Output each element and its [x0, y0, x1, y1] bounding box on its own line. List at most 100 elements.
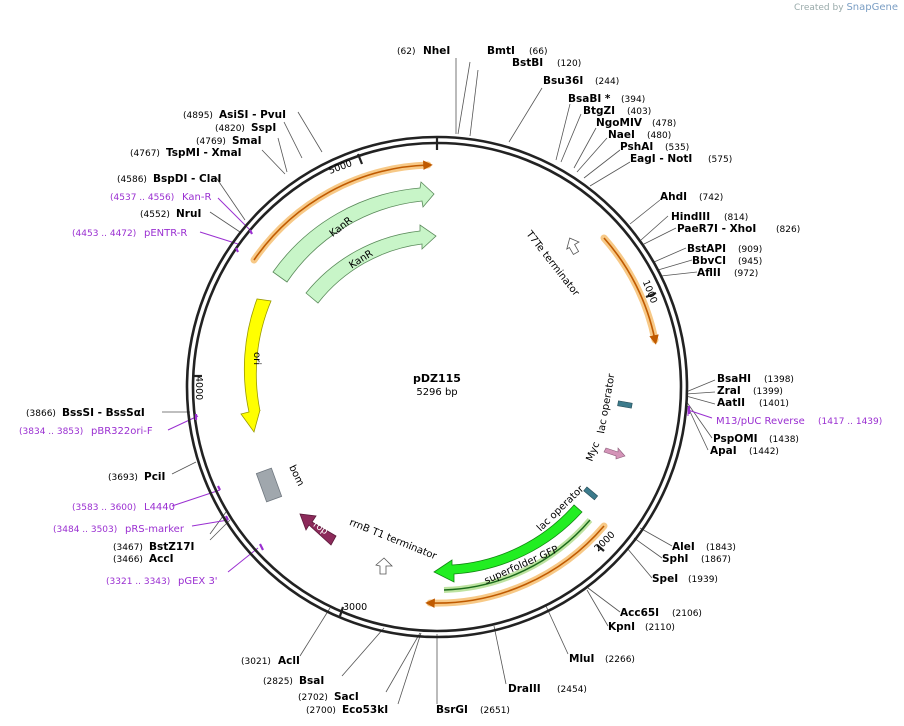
- feature-kanr: [305, 224, 437, 304]
- enzyme-pos: (909): [738, 245, 762, 255]
- enzyme-name: BspDI - ClaI: [153, 173, 221, 185]
- feature-label: lac operator: [596, 372, 618, 434]
- enzyme-pos: (2454): [557, 685, 587, 695]
- enzyme-name: SacI: [334, 691, 359, 703]
- enzyme-pos: (4769): [196, 137, 226, 147]
- enzyme-name: BsaHI: [717, 373, 751, 385]
- enzyme-name: BtgZI: [583, 105, 615, 117]
- enzyme-pos: (826): [776, 225, 800, 235]
- enzyme-name: Bsu36I: [543, 75, 583, 87]
- primer-range: (3321 .. 3343): [106, 577, 170, 587]
- enzyme-pos: (575): [708, 155, 732, 165]
- enzyme-name: BstAPI: [687, 243, 726, 255]
- enzyme-pos: (972): [734, 269, 758, 279]
- feature-superfolder-gfp: [433, 504, 583, 583]
- primer-name: pENTR-R: [144, 228, 187, 239]
- enzyme-name: Eco53kI: [342, 704, 388, 716]
- enzyme-pos: (1438): [769, 435, 799, 445]
- enzyme-name: SspI: [251, 122, 276, 134]
- enzyme-name: BstZ17I: [149, 541, 194, 553]
- primer-name: pBR322ori-F: [91, 426, 153, 437]
- credit-prefix: Created by: [794, 3, 844, 13]
- primer-range: (4537 .. 4556): [110, 193, 174, 203]
- enzyme-name: AhdI: [660, 191, 687, 203]
- enzyme-name: NruI: [176, 208, 201, 220]
- enzyme-name: AatII: [717, 397, 745, 409]
- leader-lines: [162, 58, 716, 705]
- feature-myc: [603, 447, 626, 460]
- enzyme-name: BsaBI *: [568, 93, 611, 105]
- enzyme-name: BsrGI: [436, 704, 468, 716]
- enzyme-name: AsiSI - PvuI: [219, 109, 286, 121]
- enzyme-pos: (2700): [306, 706, 336, 716]
- primer-range: (4453 .. 4472): [72, 229, 136, 239]
- primer-name: Kan-R: [182, 192, 211, 203]
- enzyme-pos: (1399): [753, 387, 783, 397]
- enzyme-pos: (480): [647, 131, 671, 141]
- enzyme-pos: (535): [665, 143, 689, 153]
- enzyme-name: AccI: [149, 553, 173, 565]
- enzyme-name: PshAI: [620, 141, 653, 153]
- primer-name: pGEX 3': [178, 576, 218, 587]
- enzyme-pos: (1442): [749, 447, 779, 457]
- enzyme-name: SphI: [662, 553, 688, 565]
- enzyme-name: ZraI: [717, 385, 741, 397]
- enzyme-name: BmtI: [487, 45, 515, 57]
- enzyme-pos: (3693): [108, 473, 138, 483]
- primer-site-marks: [194, 229, 691, 551]
- tick-label: 3000: [343, 602, 367, 613]
- enzyme-pos: (120): [557, 59, 581, 69]
- enzyme-pos: (244): [595, 77, 619, 87]
- primer-name: L4440: [144, 502, 175, 513]
- enzyme-pos: (2702): [298, 693, 328, 703]
- enzyme-name: AflII: [697, 267, 721, 279]
- primer-labels: M13/pUC Reverse (1417 .. 1439) (3321 .. …: [19, 192, 882, 587]
- terminator-t7te-icon: [566, 237, 580, 255]
- enzyme-pos: (1398): [764, 375, 794, 385]
- enzyme-pos: (4552): [140, 210, 170, 220]
- enzyme-pos: (3866): [26, 409, 56, 419]
- enzyme-pos: (1939): [688, 575, 718, 585]
- enzyme-name: HindIII: [671, 211, 710, 223]
- enzyme-name: BsaI: [299, 675, 324, 687]
- primer-range: (3834 .. 3853): [19, 427, 83, 437]
- enzyme-pos: (2825): [263, 677, 293, 687]
- enzyme-name: AleI: [672, 541, 695, 553]
- snapgene-logo: SnapGene: [846, 2, 898, 13]
- primer-name: M13/pUC Reverse: [716, 416, 805, 427]
- enzyme-name: BssSI - BssSαI: [62, 407, 145, 419]
- enzyme-pos: (3467): [113, 543, 143, 553]
- enzyme-name: NheI: [423, 45, 450, 57]
- enzyme-pos: (814): [724, 213, 748, 223]
- feature-label: rrnB T1 terminator: [348, 517, 439, 562]
- enzyme-pos: (66): [529, 47, 547, 57]
- enzyme-name: DraIII: [508, 683, 541, 695]
- enzyme-pos: (394): [621, 95, 645, 105]
- feature-label: Myc: [585, 440, 603, 463]
- enzyme-name: PaeR7I - XhoI: [677, 223, 756, 235]
- feature-label: bom: [286, 463, 306, 488]
- enzyme-pos: (2266): [605, 655, 635, 665]
- feature-ori: [240, 298, 272, 433]
- enzyme-name: SmaI: [232, 135, 262, 147]
- feature-label: ori: [251, 352, 262, 365]
- enzyme-pos: (3466): [113, 555, 143, 565]
- enzyme-pos: (62): [397, 47, 415, 57]
- enzyme-name: BstBI: [512, 57, 543, 69]
- enzyme-name: AclI: [278, 655, 300, 667]
- enzyme-name: PspOMI: [713, 433, 758, 445]
- enzyme-pos: (4820): [215, 124, 245, 134]
- plasmid-size: 5296 bp: [416, 387, 457, 398]
- enzyme-pos: (1867): [701, 555, 731, 565]
- enzyme-pos: (1843): [706, 543, 736, 553]
- enzyme-name: SpeI: [652, 573, 678, 585]
- enzyme-pos: (3021): [241, 657, 271, 667]
- enzyme-name: PciI: [144, 471, 165, 483]
- tick-label: 4000: [193, 376, 204, 400]
- enzyme-pos: (2106): [672, 609, 702, 619]
- enzyme-pos: (478): [652, 119, 676, 129]
- plasmid-name: pDZ115: [413, 372, 461, 385]
- primer-range: (3583 .. 3600): [72, 503, 136, 513]
- enzyme-pos: (403): [627, 107, 651, 117]
